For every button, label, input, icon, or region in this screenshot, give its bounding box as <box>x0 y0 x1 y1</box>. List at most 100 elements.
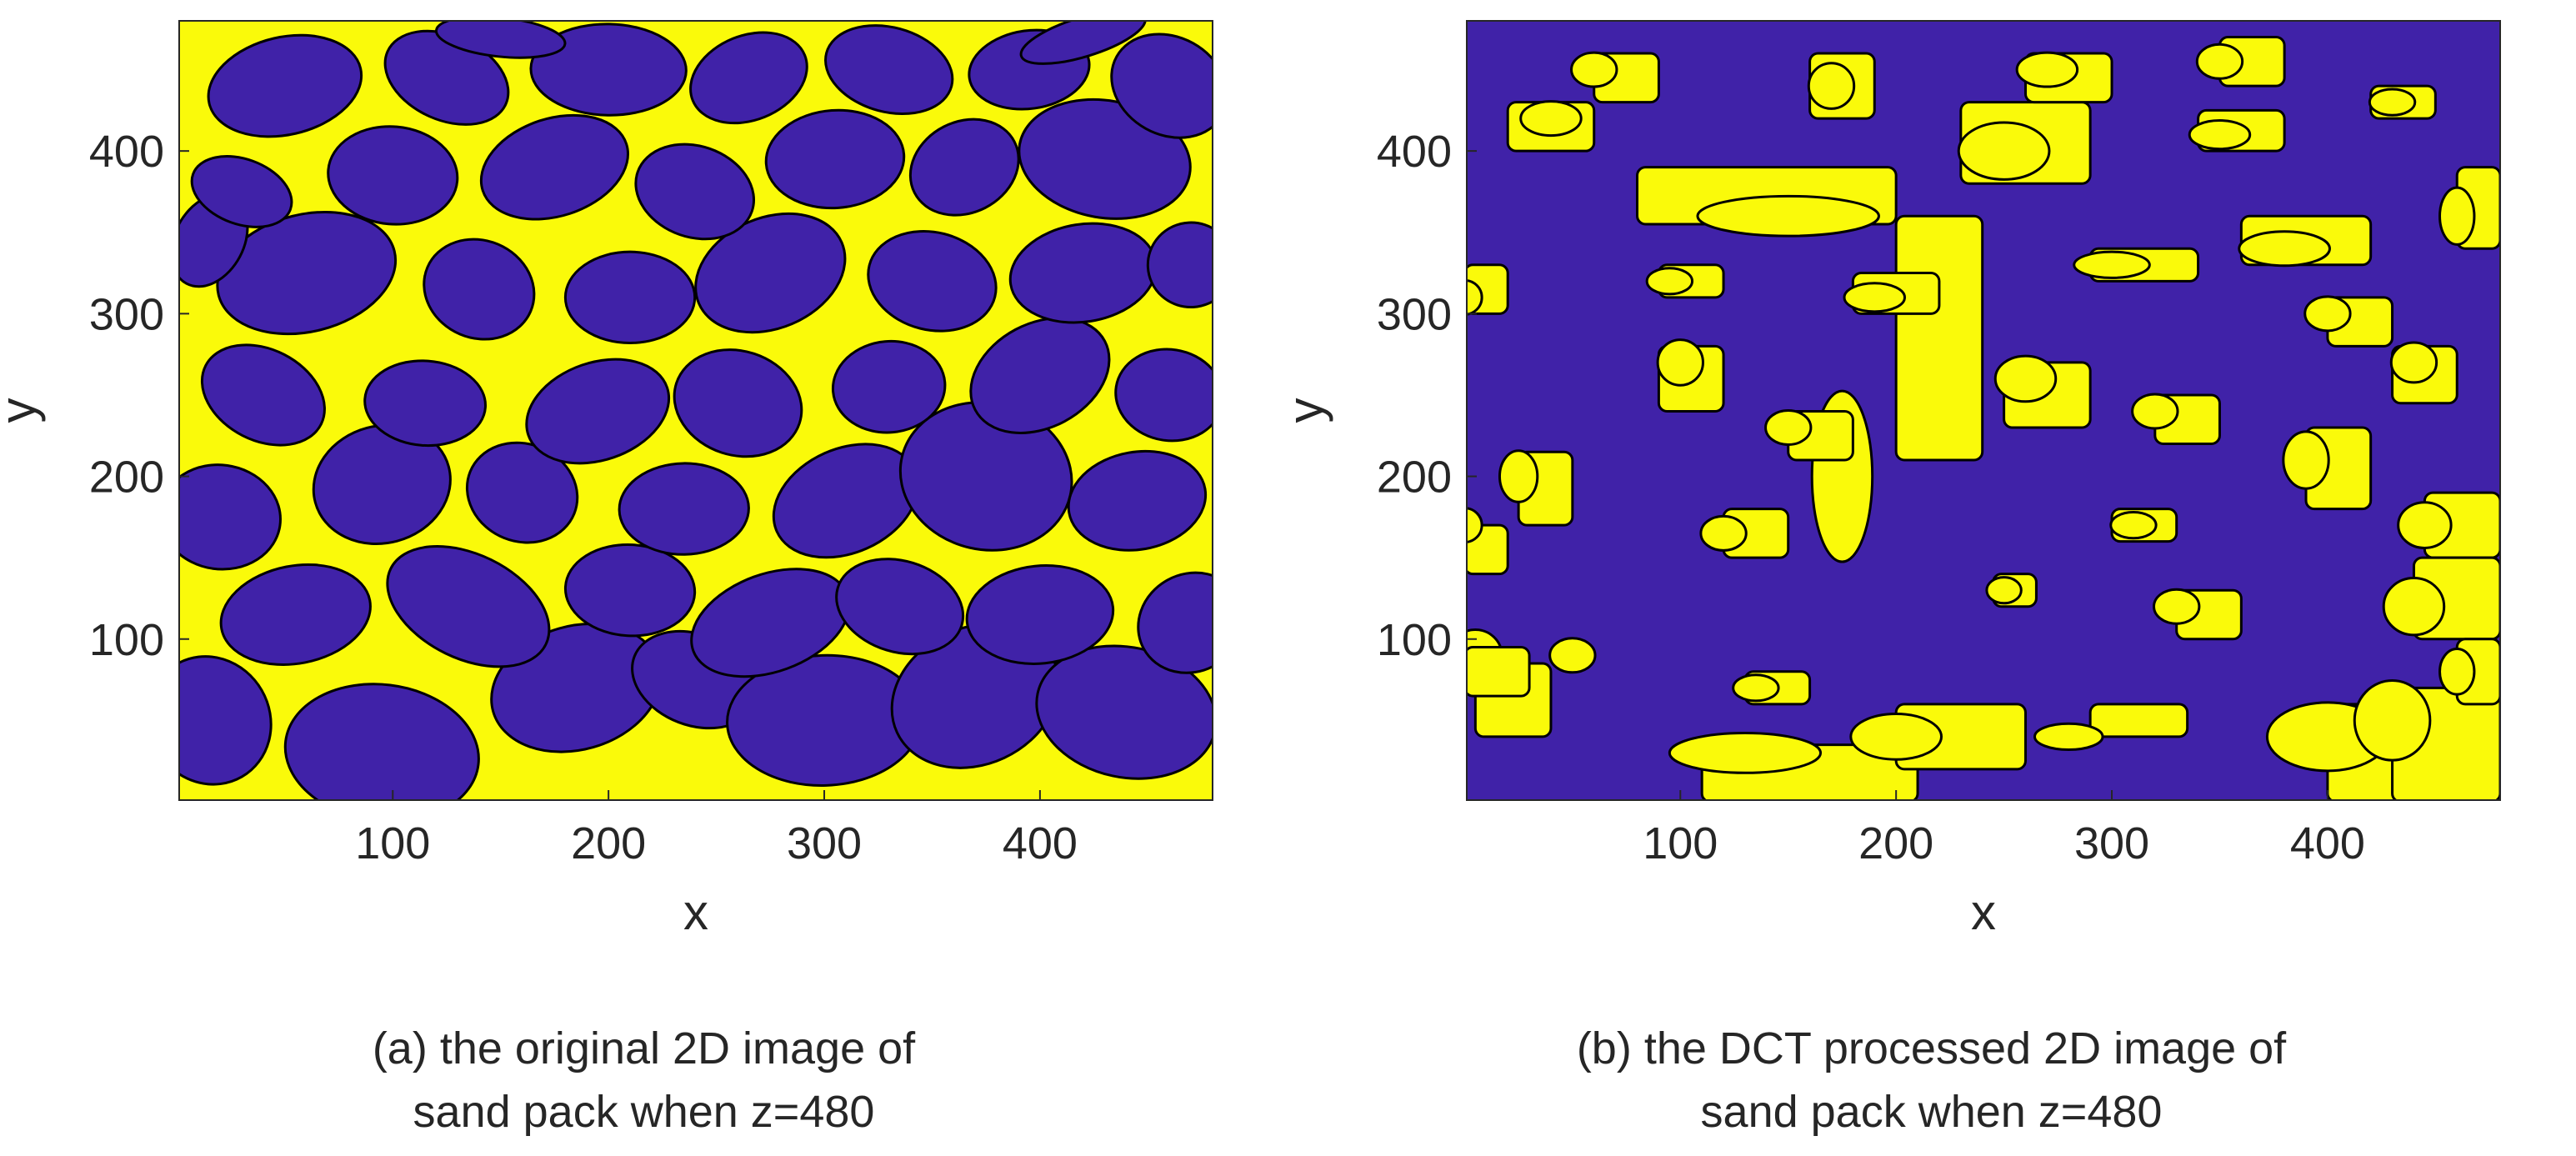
x-axis-label: x <box>683 884 708 940</box>
pore-blob <box>1668 731 1823 774</box>
grain-shape <box>1137 571 1213 674</box>
pore-blob <box>2438 647 2476 696</box>
grain-shape <box>312 423 452 545</box>
pore-region <box>1467 646 1531 698</box>
y-tick-label: 200 <box>89 453 164 503</box>
grain-shape <box>1035 644 1213 780</box>
caption-b-line1: (b) the DCT processed 2D image of <box>1576 1023 2287 1073</box>
x-tick-label: 300 <box>2074 818 2149 868</box>
y-tick-label: 200 <box>1377 453 1452 503</box>
grain-shape <box>824 24 954 116</box>
y-tick-label: 400 <box>89 127 164 177</box>
grain-shape <box>179 655 273 786</box>
grain-shape <box>694 212 847 334</box>
grain-shape <box>327 125 459 226</box>
grain-shape <box>1114 348 1213 443</box>
y-tick-label: 300 <box>1377 289 1452 339</box>
caption-b-line2: sand pack when z=480 <box>1700 1087 2163 1137</box>
x-tick-label: 100 <box>1643 818 1718 868</box>
grain-shape <box>867 229 998 333</box>
chart-a-svg: 100 200 300 400 100 200 300 400 x y <box>0 20 1213 940</box>
grain-shape <box>179 463 282 571</box>
grain-shape <box>479 113 629 221</box>
caption-a-line1: (a) the original 2D image of <box>372 1023 916 1073</box>
grain-shape <box>363 359 488 448</box>
pore-blob <box>1849 713 1943 761</box>
pore-blob <box>2033 722 2104 751</box>
pore-blob <box>1843 282 1907 313</box>
grain-shape <box>689 31 808 125</box>
pore-blob <box>1519 100 1583 138</box>
grain-shape <box>386 545 551 668</box>
y-tick-label: 300 <box>89 289 164 339</box>
pore-region <box>2088 703 2189 738</box>
pore-blob <box>1696 194 1880 238</box>
y-axis-label: y <box>1288 398 1333 423</box>
pore-blob <box>1498 449 1539 503</box>
pore-blob <box>2382 577 2446 637</box>
pore-blob <box>2438 186 2476 246</box>
grain-shape <box>190 155 293 228</box>
caption-a-line2: sand pack when z=480 <box>413 1087 875 1137</box>
pore-blob <box>2015 51 2079 88</box>
y-tick-label: 100 <box>89 615 164 665</box>
panel-a: 100 200 300 400 100 200 300 400 x y (a) the origi… <box>0 20 1288 1143</box>
x-tick-label: 200 <box>1858 818 1933 868</box>
grain-shape <box>969 317 1111 434</box>
grain-shape <box>764 108 906 210</box>
caption-b: (b) the DCT processed 2D image of sand p… <box>1288 1017 2575 1143</box>
pore-blob <box>2131 393 2179 430</box>
pore-blob <box>2303 295 2352 333</box>
pore-blob <box>2238 230 2331 268</box>
grain-shape <box>1019 21 1147 65</box>
grain-shape <box>219 563 372 667</box>
y-axis-label: y <box>0 398 46 423</box>
axes-frame <box>1466 20 2501 801</box>
pore-blob <box>1467 507 1483 543</box>
x-tick-label: 200 <box>571 818 646 868</box>
pore-blob <box>1985 576 2023 605</box>
grain-shape <box>965 564 1115 665</box>
grain-shape <box>835 558 965 656</box>
grain-shape <box>563 250 697 344</box>
x-tick-label: 400 <box>1003 818 1078 868</box>
axes-frame <box>178 20 1213 801</box>
pore-blob <box>1467 278 1483 316</box>
pore-blob <box>2073 250 2151 279</box>
grain-shape <box>216 210 398 336</box>
pore-blob <box>1764 409 1813 446</box>
grain-shape <box>831 339 947 434</box>
panel-b: 100 200 300 400 100 200 300 400 x y (b) the DCT p… <box>1288 0 2575 1156</box>
pore-blob <box>1699 514 1748 552</box>
field-shapes <box>179 21 1213 800</box>
pore-blob <box>1807 62 1856 110</box>
caption-a: (a) the original 2D image of sand pack w… <box>0 1017 1288 1143</box>
pore-blob <box>2195 43 2244 80</box>
grain-shape <box>434 21 567 59</box>
grain-shape <box>283 683 480 800</box>
x-tick-label: 300 <box>787 818 862 868</box>
field-shapes <box>1467 36 2500 800</box>
x-tick-label: 400 <box>2290 818 2365 868</box>
pore-blob <box>2397 501 2453 549</box>
pore-blob <box>1656 338 1704 387</box>
pore-blob <box>1570 51 1618 88</box>
grain-shape <box>673 348 803 458</box>
pore-blob <box>2153 588 2201 625</box>
grain-shape <box>908 118 1020 217</box>
grain-shape <box>634 143 756 241</box>
pore-region <box>1894 214 1984 462</box>
y-tick-label: 100 <box>1377 615 1452 665</box>
x-axis-label: x <box>1971 884 1996 940</box>
pore-blob <box>2282 430 2330 490</box>
pore-blob <box>2389 341 2438 384</box>
pore-blob <box>1645 267 1694 296</box>
chart-b-svg: 100 200 300 400 100 200 300 400 x y <box>1288 20 2501 940</box>
grain-shape <box>423 238 536 341</box>
grain-shape <box>1110 33 1213 139</box>
pore-blob <box>1548 637 1597 674</box>
pore-blob <box>1957 121 2051 181</box>
grain-shape <box>207 33 363 138</box>
grain-shape <box>1067 449 1208 552</box>
y-tick-label: 400 <box>1377 127 1452 177</box>
